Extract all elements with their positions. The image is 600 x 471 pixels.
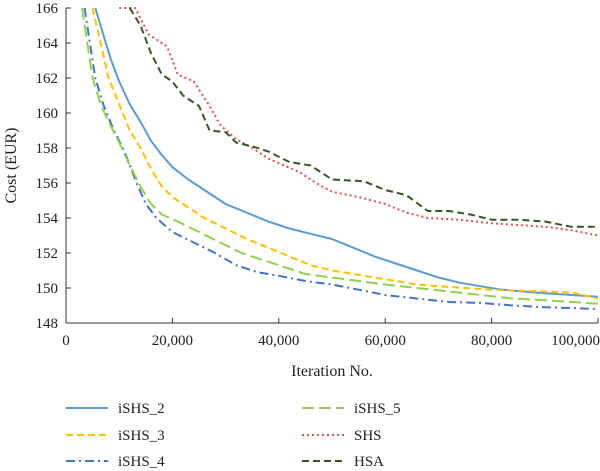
- series-line-ishs-3: [91, 7, 599, 300]
- x-tick-label: 60,000: [365, 333, 406, 349]
- x-tick-label: 40,000: [258, 333, 299, 349]
- y-tick-label: 162: [36, 71, 59, 87]
- x-tick-label: 100,000: [551, 333, 600, 349]
- legend-label-ishs-2: iSHS_2: [118, 401, 165, 417]
- legend-label-ishs-5: iSHS_5: [354, 401, 401, 417]
- series-line-ishs-4: [83, 7, 599, 310]
- series-line-hsa: [128, 7, 598, 228]
- legend-label-ishs-4: iSHS_4: [118, 454, 165, 470]
- x-tick-label: 80,000: [471, 333, 512, 349]
- y-tick-label: 152: [36, 246, 59, 262]
- legend-label-ishs-3: iSHS_3: [118, 428, 165, 444]
- axes: [65, 8, 598, 324]
- y-tick-label: 150: [36, 281, 59, 297]
- y-axis-title: Cost (EUR): [3, 128, 20, 204]
- tick-labels: 148 150 152 154 156 158 160 162 164 166 0 20,000 40,…: [36, 1, 600, 349]
- x-tick-label: 0: [62, 333, 70, 349]
- x-tick-label: 20,000: [152, 333, 193, 349]
- y-tick-label: 148: [36, 316, 59, 332]
- series-line-ishs-2: [94, 7, 599, 298]
- legend: iSHS_2 iSHS_3 iSHS_4 iSHS_5 SHS HSA: [66, 401, 401, 470]
- series-line-shs: [119, 7, 599, 237]
- tick-marks: [65, 7, 599, 324]
- series-line-ishs-5: [81, 7, 599, 305]
- y-tick-label: 154: [36, 211, 59, 227]
- legend-label-shs: SHS: [354, 428, 382, 444]
- series-lines: [81, 7, 599, 310]
- y-tick-label: 166: [36, 1, 59, 17]
- y-tick-label: 156: [36, 176, 59, 192]
- y-tick-label: 160: [36, 106, 59, 122]
- legend-label-hsa: HSA: [354, 454, 384, 470]
- y-tick-label: 164: [36, 36, 59, 52]
- y-tick-label: 158: [36, 141, 59, 157]
- x-axis-title: Iteration No.: [291, 363, 373, 380]
